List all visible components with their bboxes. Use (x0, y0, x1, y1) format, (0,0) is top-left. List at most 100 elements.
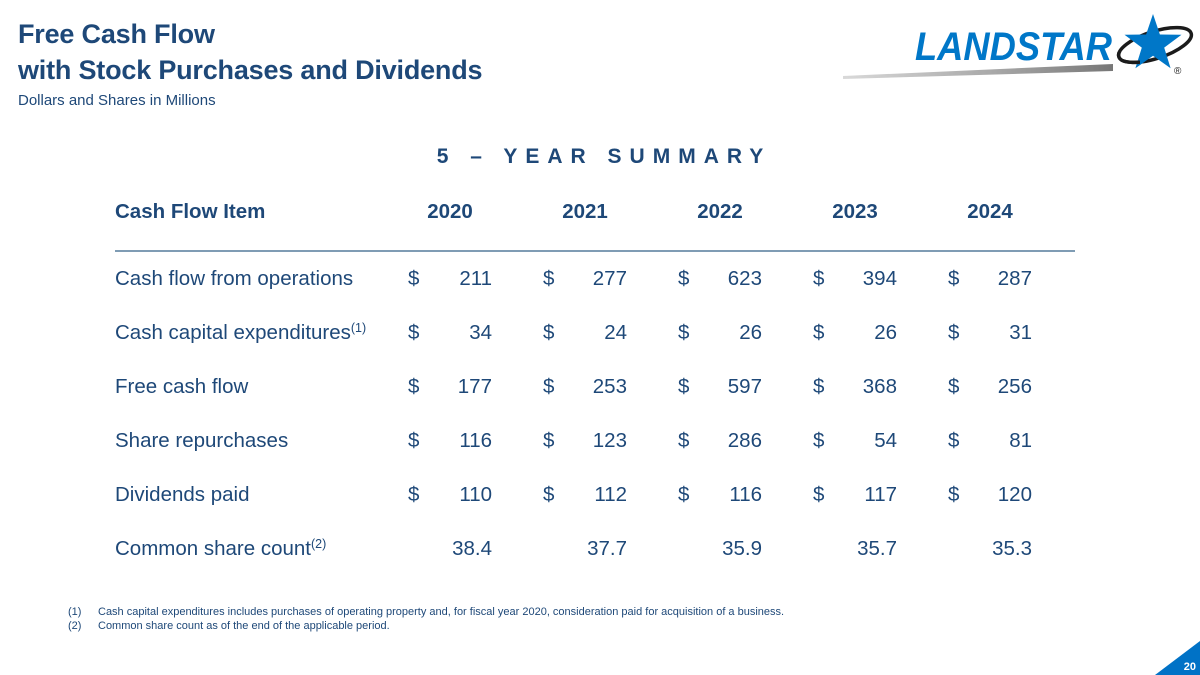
currency-symbol: $ (678, 321, 690, 344)
value-cell: $286 (670, 429, 805, 453)
page-number: 20 (1183, 661, 1196, 673)
currency-symbol: $ (948, 267, 960, 290)
cell-value: 35.3 (992, 537, 1032, 560)
title-block: Free Cash Flow with Stock Purchases and … (18, 16, 483, 109)
row-label-text: Cash capital expenditures (115, 321, 351, 344)
value-cell: 35.9 (670, 537, 805, 561)
footnote-marker-ref: (1) (350, 321, 367, 335)
value-cell: $54 (805, 429, 940, 453)
column-header-2020: 2020 (427, 200, 473, 223)
cell-value: 120 (997, 483, 1032, 506)
value-cell: $123 (535, 429, 670, 453)
value-cell: $211 (400, 267, 535, 291)
column-header-2023: 2023 (832, 200, 878, 223)
table-row: Common share count(2) 38.4 37.7 35.9 35.… (115, 522, 1075, 576)
row-label-text: Common share count (115, 537, 311, 560)
cell-value: 253 (592, 375, 627, 398)
cell-value: 116 (459, 429, 492, 452)
row-label-text: Dividends paid (115, 483, 250, 506)
currency-symbol: $ (543, 267, 555, 290)
cell-value: 286 (727, 429, 762, 452)
value-cell: $394 (805, 267, 940, 291)
cell-value: 35.9 (722, 537, 762, 560)
value-cell: $116 (400, 429, 535, 453)
value-cell: $277 (535, 267, 670, 291)
footnote-marker: (1) (68, 606, 82, 618)
cell-value: 211 (459, 267, 492, 290)
cell-value: 287 (997, 267, 1032, 290)
logo-star-icon (1124, 14, 1182, 69)
logo-ellipse-front-arc (1116, 52, 1140, 65)
value-cell: $110 (400, 483, 535, 507)
cell-value: 37.7 (587, 537, 627, 560)
row-label: Common share count(2) (115, 537, 400, 561)
currency-symbol: $ (543, 375, 555, 398)
row-label: Cash capital expenditures(1) (115, 321, 400, 345)
currency-symbol: $ (408, 375, 420, 398)
row-label: Free cash flow (115, 375, 400, 399)
cell-value: 112 (594, 483, 627, 506)
currency-symbol: $ (408, 267, 420, 290)
value-cell: $253 (535, 375, 670, 399)
currency-symbol: $ (948, 429, 960, 452)
row-label-text: Share repurchases (115, 429, 289, 452)
currency-symbol: $ (678, 429, 690, 452)
value-cell: $116 (670, 483, 805, 507)
cell-value: 38.4 (452, 537, 492, 560)
cell-value: 26 (874, 321, 897, 344)
value-cell: $26 (805, 321, 940, 345)
page-corner-triangle: 20 (1155, 641, 1200, 675)
cell-value: 110 (459, 483, 492, 506)
column-header-item: Cash Flow Item (115, 200, 266, 223)
value-cell: $26 (670, 321, 805, 345)
footnote-2: (2) Common share count as of the end of … (68, 619, 784, 633)
cell-value: 177 (457, 375, 492, 398)
currency-symbol: $ (948, 375, 960, 398)
value-cell: $112 (535, 483, 670, 507)
row-label-text: Cash flow from operations (115, 267, 354, 290)
cell-value: 597 (727, 375, 762, 398)
cell-value: 54 (874, 429, 897, 452)
cell-value: 81 (1009, 429, 1032, 452)
currency-symbol: $ (543, 429, 555, 452)
value-cell: $287 (940, 267, 1075, 291)
cell-value: 368 (862, 375, 897, 398)
landstar-logo: LANDSTAR ® (830, 0, 1200, 95)
table-header-row: Cash Flow Item 2020 2021 2022 2023 2024 (115, 200, 1075, 252)
currency-symbol: $ (948, 483, 960, 506)
table-row: Cash flow from operations $211 $277 $623… (115, 252, 1075, 306)
currency-symbol: $ (543, 483, 555, 506)
value-cell: $81 (940, 429, 1075, 453)
value-cell: $24 (535, 321, 670, 345)
currency-symbol: $ (813, 429, 825, 452)
logo-underline-swoosh (843, 64, 1113, 79)
cell-value: 35.7 (857, 537, 897, 560)
landstar-logo-svg: LANDSTAR ® (843, 14, 1194, 79)
table-row: Dividends paid $110 $112 $116 $117 $120 (115, 468, 1075, 522)
value-cell: $117 (805, 483, 940, 507)
currency-symbol: $ (813, 375, 825, 398)
value-cell: $597 (670, 375, 805, 399)
footnote-marker-ref: (2) (310, 537, 327, 551)
value-cell: $256 (940, 375, 1075, 399)
logo-registered-mark: ® (1174, 66, 1182, 77)
cell-value: 26 (739, 321, 762, 344)
currency-symbol: $ (408, 483, 420, 506)
logo-wordmark: LANDSTAR (915, 25, 1112, 69)
slide-title-line1: Free Cash Flow (18, 19, 215, 49)
currency-symbol: $ (678, 375, 690, 398)
section-heading: 5 – YEAR SUMMARY (436, 145, 772, 168)
currency-symbol: $ (813, 321, 825, 344)
value-cell: $368 (805, 375, 940, 399)
table-row: Free cash flow $177 $253 $597 $368 $256 (115, 360, 1075, 414)
value-cell: 38.4 (400, 537, 535, 561)
cash-flow-table: Cash Flow Item 2020 2021 2022 2023 2024 … (115, 200, 1075, 576)
value-cell: $34 (400, 321, 535, 345)
value-cell: 35.7 (805, 537, 940, 561)
currency-symbol: $ (678, 267, 690, 290)
value-cell: $177 (400, 375, 535, 399)
cell-value: 256 (997, 375, 1032, 398)
value-cell: 37.7 (535, 537, 670, 561)
slide-subtitle: Dollars and Shares in Millions (18, 92, 216, 109)
